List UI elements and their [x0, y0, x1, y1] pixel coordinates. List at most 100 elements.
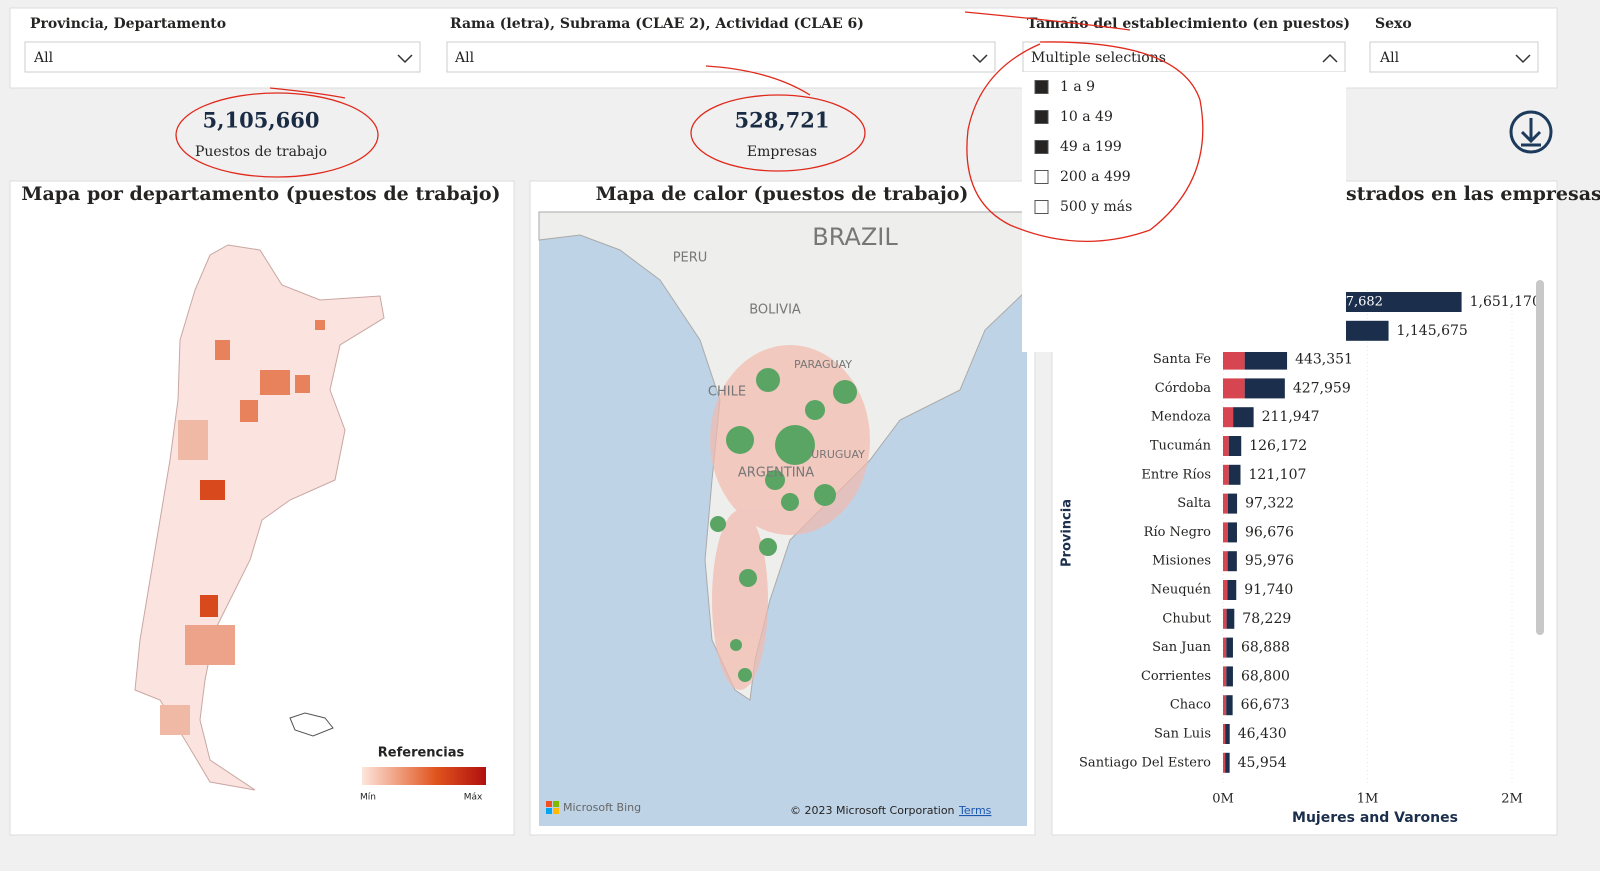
heat-spot — [765, 470, 785, 490]
option-label: 10 a 49 — [1060, 109, 1113, 125]
region — [200, 595, 218, 617]
bar-segment — [1226, 695, 1233, 716]
bing-logo — [546, 801, 552, 807]
filter-label: Rama (letra), Subrama (CLAE 2), Activida… — [450, 16, 864, 32]
map-place: PERU — [673, 251, 708, 266]
bing-logo — [553, 801, 559, 807]
total-label: 68,888 — [1241, 640, 1290, 656]
dropdown-option[interactable]: 1 a 9 — [1034, 79, 1095, 95]
total-label: 211,947 — [1262, 409, 1320, 425]
region — [215, 340, 230, 360]
heat-spot — [814, 484, 836, 506]
region-highlights — [160, 320, 325, 735]
bar-segment — [1227, 551, 1237, 572]
annotation-stroke — [705, 65, 811, 96]
category-label: Río Negro — [1144, 525, 1212, 540]
total-label: 78,229 — [1242, 611, 1291, 627]
region — [185, 625, 235, 665]
dropdown-option[interactable]: 10 a 49 — [1034, 109, 1113, 125]
total-label: 126,172 — [1249, 438, 1307, 454]
dropdown-value: All — [33, 50, 54, 66]
annotations — [175, 11, 1204, 243]
bar-segment — [1227, 580, 1237, 600]
legend-max: Máx — [464, 793, 483, 803]
option-label: 200 a 499 — [1060, 169, 1131, 185]
dropdown-value: All — [1379, 50, 1400, 66]
bar-segment — [1223, 608, 1227, 629]
heat-spot — [781, 493, 799, 511]
option-label: 49 a 199 — [1060, 139, 1122, 155]
map-place: BRAZIL — [812, 223, 898, 251]
dropdown-panel — [1022, 72, 1346, 352]
bing-logo — [553, 808, 559, 814]
map-terms[interactable]: Terms — [958, 804, 992, 817]
region — [200, 480, 225, 500]
scrollbar[interactable] — [1536, 280, 1544, 635]
total-label: 443,351 — [1295, 352, 1353, 368]
annotation-circle — [690, 94, 866, 172]
bar-segment — [1223, 407, 1234, 428]
dropdown[interactable] — [1369, 41, 1539, 73]
region — [160, 705, 190, 735]
map-copyright: © 2023 Microsoft Corporation — [790, 804, 955, 817]
bar-segment — [1223, 464, 1229, 485]
heat-spot — [775, 425, 815, 465]
total-label: 68,800 — [1241, 668, 1290, 684]
option-label: 500 y más — [1060, 199, 1132, 215]
kpi-value: 5,105,660 — [203, 108, 320, 133]
category-label: Entre Ríos — [1141, 467, 1211, 482]
legend-gradient — [362, 767, 486, 785]
dropdown-value: Multiple selections — [1031, 50, 1166, 66]
map-place: CHILE — [708, 385, 746, 400]
dropdown-list: 1 a 9 10 a 49 49 a 199 200 a 499 500 y más — [1022, 72, 1346, 352]
bar-segment — [1244, 378, 1285, 399]
total-label: 1,145,675 — [1397, 323, 1468, 339]
bar-segment — [1223, 580, 1228, 600]
chevron — [397, 54, 413, 64]
total-label: 66,673 — [1241, 697, 1290, 713]
map-place: BOLIVIA — [749, 303, 801, 318]
bar-segment — [1225, 752, 1230, 773]
y-axis-title: Provincia — [1060, 499, 1075, 567]
heat-spot — [710, 516, 726, 532]
category-label: Chubut — [1162, 611, 1211, 626]
bar-segment — [1226, 666, 1233, 687]
category-label: San Juan — [1152, 640, 1211, 655]
bing-logo — [546, 808, 552, 814]
kpi-label: Empresas — [747, 144, 817, 160]
checkbox — [1034, 110, 1049, 124]
dropdown-option[interactable]: 200 a 499 — [1034, 169, 1131, 185]
category-label: Corrientes — [1141, 669, 1211, 684]
category-label: Tucumán — [1150, 439, 1212, 454]
checkbox — [1034, 140, 1049, 154]
dropdown-value: All — [454, 50, 475, 66]
download-arrow — [1520, 118, 1542, 147]
legend-title: Referencias — [378, 746, 465, 761]
panel-title: Mapa por departamento (puestos de trabaj… — [21, 183, 500, 205]
category-label: San Luis — [1154, 727, 1211, 742]
dropdown-option[interactable]: 49 a 199 — [1034, 139, 1122, 155]
total-label: 45,954 — [1238, 755, 1287, 771]
map-place: PARAGUAY — [794, 358, 852, 371]
heat-spot — [738, 668, 752, 682]
bar-segment — [1308, 292, 1462, 312]
region — [295, 375, 310, 393]
bar-segment — [1244, 349, 1288, 370]
islands — [289, 712, 334, 737]
total-label: 121,107 — [1249, 467, 1307, 483]
filter-label: Sexo — [1375, 16, 1412, 32]
heat-spot — [730, 639, 742, 651]
total-label: 1,651,170 — [1470, 294, 1541, 310]
bar-segment — [1223, 378, 1245, 399]
download-button[interactable] — [1509, 110, 1553, 154]
heat-spot — [739, 569, 757, 587]
dropdown[interactable] — [24, 41, 421, 73]
chevron — [1322, 53, 1338, 63]
bar-segment — [1226, 637, 1233, 658]
total-label: 91,740 — [1244, 582, 1293, 598]
dropdown-option[interactable]: 500 y más — [1034, 199, 1132, 215]
category-label: Santiago Del Estero — [1079, 755, 1211, 770]
x-tick-label: 2M — [1501, 792, 1523, 807]
category-label: Chaco — [1170, 698, 1211, 713]
